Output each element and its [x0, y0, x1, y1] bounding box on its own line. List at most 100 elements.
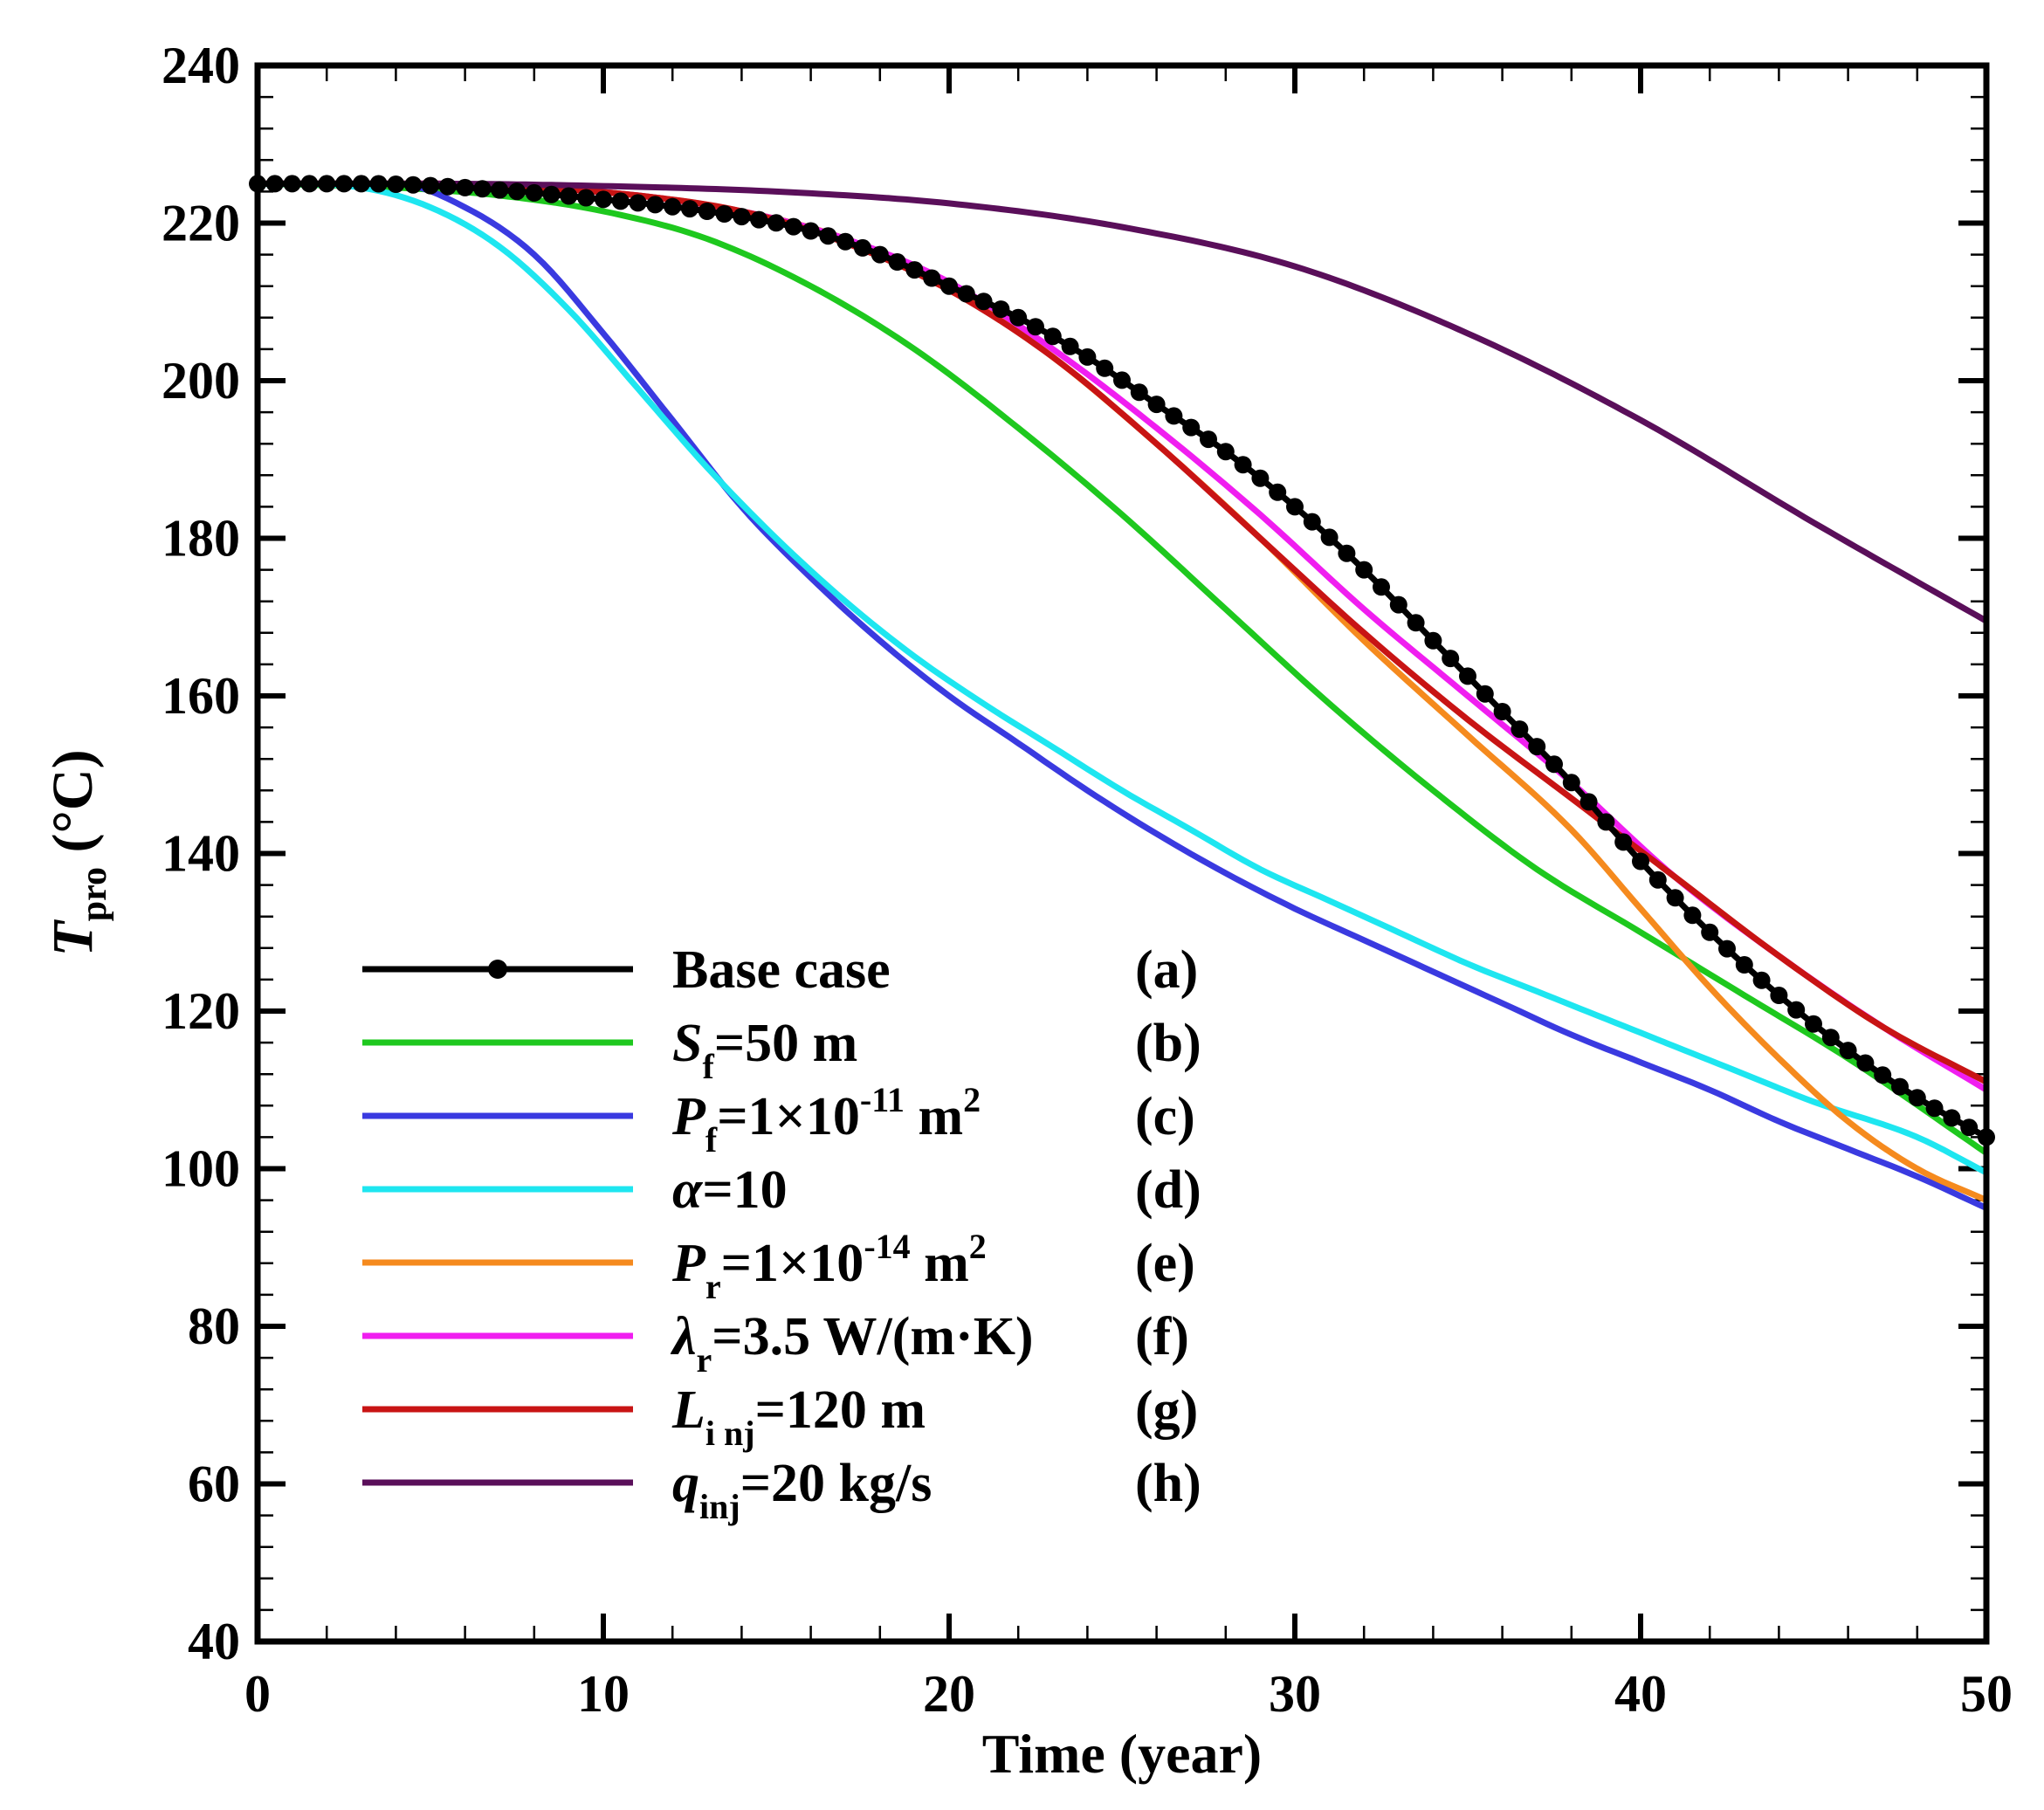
y-axis-label-unit: (°C) — [41, 749, 105, 867]
y-axis-label-symbol: T — [41, 919, 105, 957]
series-marker-a — [318, 175, 336, 193]
series-marker-a — [957, 285, 975, 303]
series-marker-a — [1442, 650, 1460, 668]
legend-label: Pr=1×10-14 m2 — [671, 1227, 987, 1306]
y-tick-label: 240 — [162, 37, 240, 94]
y-tick-label: 80 — [188, 1297, 240, 1355]
series-line-d — [257, 180, 1988, 1176]
series-marker-a — [1545, 755, 1563, 774]
series-marker-a — [1666, 889, 1684, 907]
series-marker-a — [1856, 1054, 1875, 1072]
legend-tag: (f) — [1135, 1307, 1189, 1366]
series-marker-a — [1216, 443, 1235, 461]
series-line-h — [258, 180, 1988, 624]
y-axis-label-subscript: pro — [74, 867, 114, 921]
legend-tag: (e) — [1135, 1234, 1195, 1293]
series-marker-a — [1286, 498, 1304, 516]
series-marker-a — [733, 208, 751, 226]
series-marker-a — [871, 245, 889, 264]
series-marker-a — [1096, 359, 1114, 377]
y-tick-label: 120 — [162, 982, 240, 1040]
series-marker-a — [1943, 1109, 1961, 1127]
series-marker-a — [1251, 469, 1270, 487]
series-marker-a — [646, 196, 664, 214]
tick-labels: 0 10 20 30 40 50 40 60 80 100 120 140 160 180 200 220 24… — [162, 37, 2013, 1723]
series-marker-a — [1182, 418, 1201, 437]
series-marker-a — [404, 175, 423, 194]
legend-tag: (g) — [1135, 1380, 1198, 1440]
series-marker-a — [681, 200, 699, 218]
series-marker-a — [888, 253, 906, 271]
series-marker-a — [491, 181, 509, 199]
y-tick-label: 220 — [162, 195, 240, 252]
series-marker-a — [1200, 430, 1217, 449]
series-marker-a — [1338, 544, 1356, 562]
series-marker-a — [1614, 833, 1633, 851]
series-marker-a — [1960, 1118, 1979, 1137]
series-marker-a — [1459, 667, 1476, 685]
series-marker-a — [1303, 513, 1321, 531]
series-marker-a — [836, 232, 855, 251]
series-marker-a — [698, 203, 716, 220]
series-marker-a — [1493, 703, 1511, 720]
legend-label: Base case — [672, 940, 891, 1000]
series-marker-a — [352, 175, 370, 193]
series-marker-a — [784, 217, 802, 236]
series-marker-a — [422, 176, 439, 195]
series-line-b — [257, 180, 1988, 1156]
legend-label: Pf=1×10-11 m2 — [671, 1080, 981, 1160]
series-marker-a — [1839, 1042, 1857, 1060]
series-marker-a — [1632, 852, 1649, 871]
legend-label: Li nj=120 m — [671, 1380, 926, 1453]
series-marker-a — [1113, 371, 1131, 389]
series-marker-a — [905, 261, 924, 279]
series-marker-a — [1389, 595, 1407, 614]
y-tick-label: 180 — [162, 510, 240, 568]
series-marker-a — [611, 192, 630, 210]
plot-frame — [254, 62, 1990, 1645]
series-marker-a — [438, 177, 457, 196]
series-marker-a — [1770, 987, 1788, 1004]
series-marker-a — [854, 238, 871, 257]
series-marker-a — [1320, 528, 1339, 547]
series-marker-a — [1718, 939, 1736, 958]
series-marker-a — [715, 205, 733, 223]
y-tick-label: 160 — [162, 667, 240, 725]
legend-label: Sf=50 m — [672, 1014, 857, 1086]
x-tick-label: 20 — [923, 1665, 975, 1723]
series-marker-a — [265, 175, 284, 193]
series-marker-a — [1701, 923, 1719, 941]
y-tick-label: 60 — [188, 1456, 240, 1513]
series-marker-a — [1562, 774, 1580, 792]
series-marker-a — [1805, 1015, 1822, 1033]
series-marker-a — [1528, 738, 1546, 756]
series-marker-a — [1511, 720, 1529, 739]
series-line-e — [258, 180, 1988, 1203]
series-marker-a — [369, 175, 388, 193]
series-marker-a — [1355, 561, 1373, 579]
series-marker-a — [1735, 956, 1753, 974]
y-tick-label: 100 — [162, 1140, 240, 1198]
series-marker-a — [1269, 483, 1287, 501]
series-marker-a — [1579, 793, 1598, 811]
legend-label: α=10 — [672, 1160, 788, 1220]
series-marker-a — [525, 183, 543, 202]
x-tick-label: 10 — [577, 1665, 630, 1723]
x-tick-label: 30 — [1269, 1665, 1321, 1723]
series-marker-a — [629, 194, 647, 212]
legend-tag: (h) — [1135, 1454, 1201, 1513]
series-marker-a — [1752, 971, 1771, 989]
series-marker-a — [335, 175, 353, 193]
series-marker-a — [560, 187, 578, 205]
series-marker-a — [1043, 327, 1062, 346]
legend: Base case (a) Sf=50 m (b) Pf=1×10-11 m2 (c) α=… — [362, 940, 1201, 1526]
legend-tag: (b) — [1135, 1014, 1201, 1073]
series-marker-a — [1027, 318, 1044, 336]
y-tick-label: 140 — [162, 825, 240, 883]
y-tick-label: 40 — [188, 1613, 240, 1670]
series-marker-a — [1821, 1029, 1840, 1047]
series-marker-a — [992, 300, 1010, 319]
legend-tag: (a) — [1135, 940, 1198, 1000]
series-marker-a — [974, 292, 993, 311]
